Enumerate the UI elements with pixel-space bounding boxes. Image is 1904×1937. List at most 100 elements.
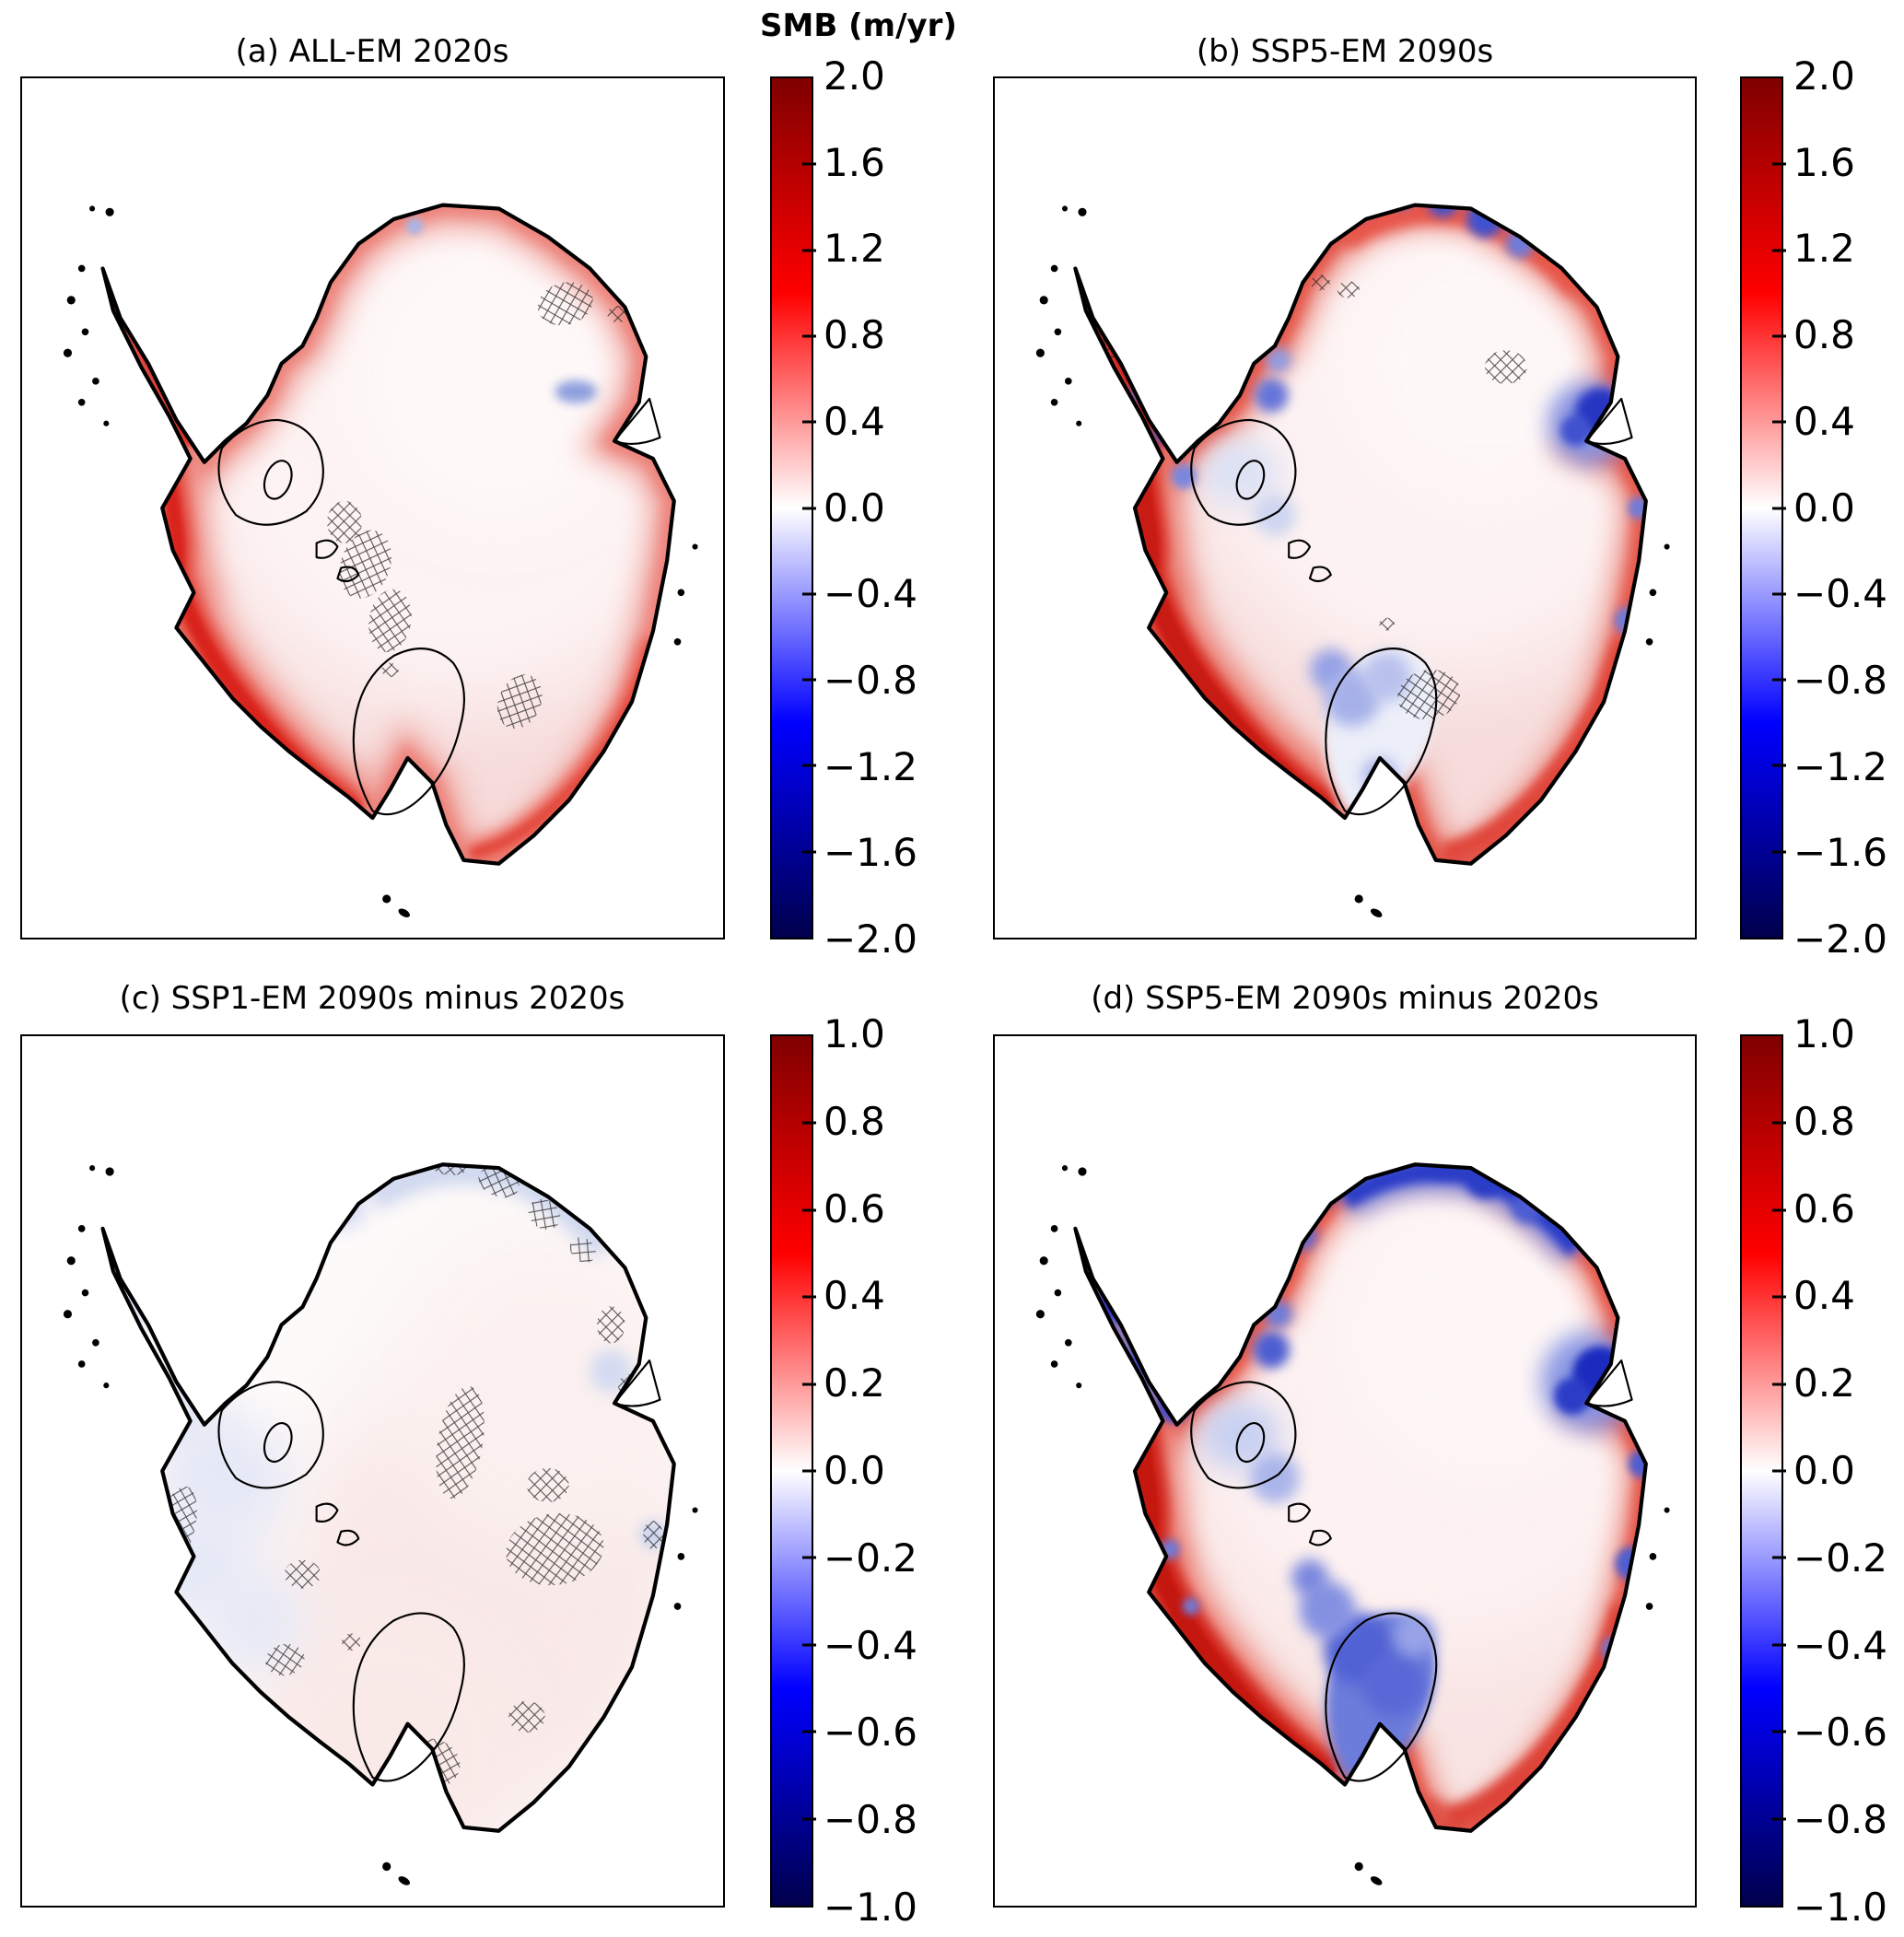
colorbar-tick-mark bbox=[1772, 1730, 1786, 1733]
colorbar-tick-label: −0.8 bbox=[824, 1797, 917, 1843]
figure-title: SMB (m/yr) bbox=[760, 7, 957, 44]
colorbar-tick-label: 0.6 bbox=[824, 1185, 885, 1231]
colorbar-tick-label: 0.8 bbox=[1793, 312, 1855, 358]
colorbar-tick-label: −0.2 bbox=[824, 1534, 917, 1581]
colorbar-tick-label: 0.0 bbox=[824, 484, 885, 531]
colorbar-tick-label: −1.6 bbox=[1793, 830, 1887, 876]
colorbar-d-gradient bbox=[1740, 1034, 1786, 1908]
colorbar-c: 1.0 0.8 0.6 0.4 0.2 0.0 −0.2 −0.4 −0.6 −0.8 −1.0 bbox=[770, 1015, 964, 1927]
colorbar-tick-label: 0.6 bbox=[1793, 1185, 1855, 1231]
colorbar-tick-label: 0.8 bbox=[824, 1098, 885, 1144]
colorbar-tick-label: −0.6 bbox=[824, 1709, 917, 1756]
colorbar-tick-mark bbox=[1772, 764, 1786, 767]
colorbar-tick-mark bbox=[802, 420, 816, 424]
colorbar-tick-mark bbox=[1772, 678, 1786, 682]
colorbar-b-gradient bbox=[1740, 76, 1786, 939]
colorbar-tick-label: −1.0 bbox=[1793, 1884, 1887, 1930]
colorbar-tick-mark bbox=[1772, 850, 1786, 854]
colorbar-tick-mark bbox=[802, 850, 816, 854]
map-panel-a bbox=[20, 76, 725, 939]
colorbar-tick-label: −0.4 bbox=[824, 571, 917, 617]
colorbar-tick-label: −0.8 bbox=[824, 657, 917, 703]
colorbar-tick-mark bbox=[1772, 592, 1786, 596]
colorbar-tick-label: −0.2 bbox=[1793, 1534, 1887, 1581]
colorbar-tick-mark bbox=[802, 764, 816, 767]
colorbar-tick-label: 1.2 bbox=[824, 226, 885, 272]
colorbar-tick-mark bbox=[1772, 507, 1786, 509]
panel-a-title: (a) ALL-EM 2020s bbox=[235, 33, 509, 70]
colorbar-tick-mark bbox=[802, 1643, 816, 1647]
colorbar-tick-mark bbox=[802, 249, 816, 252]
colorbar-tick-mark bbox=[1772, 334, 1786, 338]
colorbar-tick-mark bbox=[1772, 1643, 1786, 1647]
colorbar-tick-label: 0.0 bbox=[1793, 1448, 1855, 1493]
colorbar-tick-mark bbox=[802, 507, 816, 509]
panel-d-title: (d) SSP5-EM 2090s minus 2020s bbox=[1091, 980, 1599, 1017]
colorbar-tick-label: −1.2 bbox=[824, 743, 917, 789]
colorbar-tick-mark bbox=[1772, 1121, 1786, 1125]
map-a-antarctica bbox=[63, 78, 698, 919]
colorbar-b: 2.0 1.6 1.2 0.8 0.4 0.0 −0.4 −0.8 −1.2 −1.6 −2.0 bbox=[1740, 57, 1904, 959]
colorbar-a-labels: 2.0 1.6 1.2 0.8 0.4 0.0 −0.4 −0.8 −1.2 −1.6 −2.0 bbox=[824, 57, 962, 959]
colorbar-tick-mark bbox=[802, 1469, 816, 1473]
colorbar-tick-label: 0.4 bbox=[824, 398, 885, 444]
panel-c-title: (c) SSP1-EM 2090s minus 2020s bbox=[119, 980, 625, 1017]
colorbar-a-gradient bbox=[770, 76, 816, 939]
colorbar-tick-mark bbox=[802, 334, 816, 338]
colorbar-tick-mark bbox=[1772, 1383, 1786, 1386]
colorbar-tick-mark bbox=[802, 1208, 816, 1212]
colorbar-d: 1.0 0.8 0.6 0.4 0.2 0.0 −0.2 −0.4 −0.6 −0.8 −1.0 bbox=[1740, 1015, 1904, 1927]
colorbar-tick-label: −0.4 bbox=[1793, 1622, 1887, 1668]
colorbar-tick-mark bbox=[1772, 1295, 1786, 1299]
colorbar-tick-label: −0.4 bbox=[1793, 571, 1887, 617]
map-panel-b bbox=[993, 76, 1697, 939]
colorbar-tick-label: 0.8 bbox=[824, 312, 885, 358]
colorbar-tick-mark bbox=[1772, 1817, 1786, 1821]
colorbar-tick-label: 0.0 bbox=[824, 1448, 885, 1493]
colorbar-tick-label: 1.2 bbox=[1793, 226, 1855, 272]
colorbar-tick-label: 0.4 bbox=[1793, 398, 1855, 444]
map-c-antarctica bbox=[63, 1036, 698, 1887]
colorbar-tick-label: −1.0 bbox=[824, 1884, 917, 1930]
colorbar-tick-mark bbox=[1772, 1208, 1786, 1212]
colorbar-tick-label: −2.0 bbox=[824, 916, 917, 962]
colorbar-tick-label: −1.6 bbox=[824, 830, 917, 876]
colorbar-tick-mark bbox=[802, 592, 816, 596]
panel-b-title: (b) SSP5-EM 2090s bbox=[1196, 33, 1494, 70]
colorbar-tick-label: −1.2 bbox=[1793, 743, 1887, 789]
colorbar-tick-label: 0.0 bbox=[1793, 484, 1855, 531]
colorbar-tick-mark bbox=[802, 1295, 816, 1299]
colorbar-a: 2.0 1.6 1.2 0.8 0.4 0.0 −0.4 −0.8 −1.2 −1.6 −2.0 bbox=[770, 57, 964, 959]
colorbar-tick-label: 0.2 bbox=[1793, 1360, 1855, 1406]
map-panel-d bbox=[993, 1034, 1697, 1908]
colorbar-tick-label: 2.0 bbox=[1793, 53, 1855, 99]
map-d-antarctica bbox=[1035, 1036, 1670, 1887]
colorbar-tick-label: −0.6 bbox=[1793, 1709, 1887, 1756]
colorbar-tick-mark bbox=[802, 1121, 816, 1125]
colorbar-tick-label: −0.8 bbox=[1793, 1797, 1887, 1843]
colorbar-tick-label: −0.8 bbox=[1793, 657, 1887, 703]
colorbar-tick-label: 1.0 bbox=[824, 1011, 885, 1056]
colorbar-tick-label: 0.4 bbox=[1793, 1273, 1855, 1319]
colorbar-tick-label: 0.2 bbox=[824, 1360, 885, 1406]
colorbar-b-labels: 2.0 1.6 1.2 0.8 0.4 0.0 −0.4 −0.8 −1.2 −1.6 −2.0 bbox=[1793, 57, 1904, 959]
colorbar-tick-mark bbox=[802, 162, 816, 166]
colorbar-tick-mark bbox=[1772, 420, 1786, 424]
colorbar-tick-mark bbox=[802, 1730, 816, 1733]
colorbar-tick-mark bbox=[1772, 1469, 1786, 1473]
map-panel-c bbox=[20, 1034, 725, 1908]
colorbar-c-gradient bbox=[770, 1034, 816, 1908]
colorbar-tick-mark bbox=[802, 1383, 816, 1386]
colorbar-tick-label: 1.6 bbox=[824, 139, 885, 185]
colorbar-tick-mark bbox=[1772, 249, 1786, 252]
colorbar-tick-label: 0.8 bbox=[1793, 1098, 1855, 1144]
map-b-antarctica bbox=[1035, 78, 1670, 919]
colorbar-tick-mark bbox=[802, 678, 816, 682]
colorbar-tick-mark bbox=[802, 1556, 816, 1559]
colorbar-c-labels: 1.0 0.8 0.6 0.4 0.2 0.0 −0.2 −0.4 −0.6 −0.8 −1.0 bbox=[824, 1015, 962, 1927]
colorbar-tick-label: 1.6 bbox=[1793, 139, 1855, 185]
colorbar-tick-label: −2.0 bbox=[1793, 916, 1887, 962]
colorbar-tick-label: −0.4 bbox=[824, 1622, 917, 1668]
colorbar-tick-label: 2.0 bbox=[824, 53, 885, 99]
